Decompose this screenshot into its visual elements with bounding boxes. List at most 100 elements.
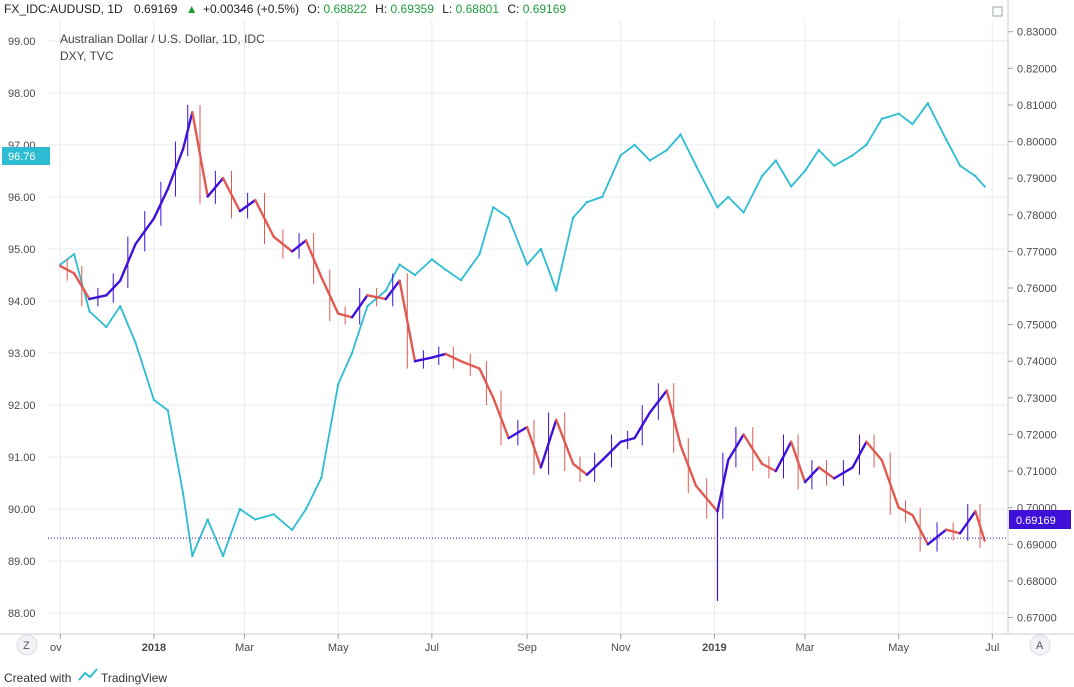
dxy-point bbox=[134, 341, 137, 344]
dxy-point bbox=[760, 174, 764, 178]
x-tick-label: ov bbox=[50, 642, 62, 654]
zoom-reset-button[interactable]: Z bbox=[16, 634, 38, 656]
dxy-point bbox=[398, 263, 401, 266]
dxy-point bbox=[585, 200, 589, 204]
close-value: 0.69169 bbox=[523, 2, 567, 16]
dxy-point bbox=[897, 112, 900, 115]
time-axis[interactable]: ov 2018 Mar May Jul Sep Nov 2019 Mar May Jul bbox=[50, 634, 999, 654]
right-tick-label: 0.71000 bbox=[1017, 466, 1057, 478]
left-tick-label: 92.00 bbox=[8, 400, 36, 412]
legend-overlay[interactable]: DXY, TVC bbox=[60, 49, 114, 63]
dxy-point bbox=[221, 554, 225, 558]
symbol-header: FX_IDC:AUDUSD, 1D 0.69169 ▲ +0.00346 (+0… bbox=[4, 2, 566, 16]
dxy-point bbox=[525, 263, 529, 266]
dxy-point bbox=[72, 252, 76, 256]
dxy-last-value: 96.76 bbox=[8, 151, 36, 163]
dxy-point bbox=[459, 278, 463, 282]
dxy-point bbox=[817, 148, 821, 152]
dxy-point bbox=[166, 409, 169, 412]
audusd-last-badge: 0.69169 bbox=[1009, 510, 1071, 529]
x-tick-label: May bbox=[888, 642, 909, 654]
left-tick-label: 91.00 bbox=[8, 452, 36, 464]
dxy-last-badge: 96.76 bbox=[2, 147, 50, 165]
right-tick-label: 0.79000 bbox=[1017, 173, 1057, 185]
right-tick-label: 0.81000 bbox=[1017, 100, 1057, 112]
dxy-point bbox=[742, 211, 745, 214]
dxy-point bbox=[679, 133, 682, 136]
dxy-point bbox=[865, 143, 868, 147]
dxy-point bbox=[105, 325, 108, 329]
right-tick-label: 0.78000 bbox=[1017, 210, 1057, 222]
open-label: O: bbox=[307, 2, 320, 16]
x-tick-label: Sep bbox=[517, 642, 537, 654]
right-tick-label: 0.82000 bbox=[1017, 63, 1057, 75]
price-change: +0.00346 (+0.5%) bbox=[203, 2, 299, 16]
right-tick-label: 0.76000 bbox=[1017, 283, 1057, 295]
x-tick-label: Mar bbox=[796, 642, 815, 654]
dxy-point bbox=[716, 206, 719, 209]
last-price: 0.69169 bbox=[134, 2, 178, 16]
dxy-point bbox=[945, 138, 948, 141]
right-tick-label: 0.80000 bbox=[1017, 137, 1057, 149]
dxy-point bbox=[601, 195, 604, 199]
change-up-icon: ▲ bbox=[186, 2, 198, 16]
dxy-point bbox=[118, 304, 122, 308]
footer-brand[interactable]: TradingView bbox=[101, 671, 167, 685]
dxy-point bbox=[507, 216, 510, 219]
dxy-point bbox=[983, 185, 986, 188]
left-tick-label: 88.00 bbox=[8, 608, 36, 620]
left-tick-label: 93.00 bbox=[8, 348, 36, 360]
dxy-point bbox=[238, 507, 242, 511]
dxy-series bbox=[59, 102, 986, 558]
dxy-point bbox=[191, 554, 194, 558]
dxy-point bbox=[384, 289, 388, 292]
x-tick-label: Jul bbox=[985, 642, 999, 654]
dxy-point bbox=[648, 159, 652, 162]
right-axis[interactable]: 0.83000 0.82000 0.81000 0.80000 0.79000 0.780… bbox=[1008, 27, 1057, 625]
dxy-point bbox=[492, 206, 495, 209]
dxy-point bbox=[926, 102, 930, 105]
zoom-reset-label: Z bbox=[23, 640, 30, 652]
dxy-point bbox=[665, 148, 668, 152]
settings-square-icon[interactable] bbox=[992, 6, 1003, 17]
dxy-point bbox=[571, 216, 575, 219]
dxy-point bbox=[633, 143, 636, 147]
left-tick-label: 94.00 bbox=[8, 296, 36, 308]
dxy-point bbox=[880, 117, 883, 121]
x-tick-label: 2018 bbox=[142, 642, 166, 654]
dxy-point bbox=[181, 492, 185, 495]
dxy-point bbox=[619, 154, 622, 157]
dxy-point bbox=[337, 383, 340, 386]
right-tick-label: 0.74000 bbox=[1017, 356, 1057, 368]
dxy-point bbox=[304, 507, 308, 511]
left-tick-label: 95.00 bbox=[8, 244, 36, 256]
right-tick-label: 0.68000 bbox=[1017, 576, 1057, 588]
legend-main[interactable]: Australian Dollar / U.S. Dollar, 1D, IDC bbox=[60, 32, 265, 46]
right-tick-label: 0.77000 bbox=[1017, 246, 1057, 258]
auto-scale-button[interactable]: A bbox=[1029, 634, 1051, 656]
left-tick-label: 89.00 bbox=[8, 556, 36, 568]
auto-scale-label: A bbox=[1036, 640, 1044, 652]
left-tick-label: 96.00 bbox=[8, 192, 36, 204]
dxy-point bbox=[694, 164, 698, 167]
grid bbox=[48, 20, 1008, 634]
audusd-last-value: 0.69169 bbox=[1016, 515, 1056, 527]
dxy-point bbox=[789, 185, 793, 188]
low-value: 0.68801 bbox=[456, 2, 500, 16]
dxy-point bbox=[974, 174, 977, 178]
dxy-point bbox=[958, 164, 962, 167]
dxy-point bbox=[320, 476, 323, 480]
x-tick-label: May bbox=[328, 642, 349, 654]
high-value: 0.69359 bbox=[391, 2, 435, 16]
dxy-point bbox=[290, 528, 294, 532]
low-label: L: bbox=[442, 2, 452, 16]
dxy-point bbox=[727, 195, 730, 199]
x-tick-label: 2019 bbox=[702, 642, 726, 654]
open-value: 0.68822 bbox=[323, 2, 367, 16]
tradingview-logo-icon[interactable] bbox=[78, 668, 98, 681]
left-tick-label: 99.00 bbox=[8, 36, 36, 48]
dxy-point bbox=[152, 398, 156, 402]
dxy-point bbox=[350, 351, 354, 355]
